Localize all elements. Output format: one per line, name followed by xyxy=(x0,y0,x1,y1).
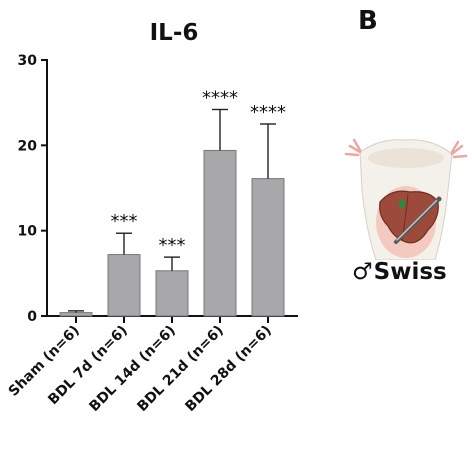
category-labels: Sham (n=6)BDL 7d (n=6)BDL 14d (n=6)BDL 2… xyxy=(6,323,275,415)
significance-label: *** xyxy=(111,211,138,232)
mouse-liver-illustration xyxy=(344,138,468,260)
chart-title: IL-6 xyxy=(150,20,199,46)
ligature-icon xyxy=(394,198,440,244)
significance-label: *** xyxy=(159,235,186,256)
bars xyxy=(59,149,285,317)
bar xyxy=(59,312,93,317)
bar xyxy=(251,178,285,317)
y-tick-label: 10 xyxy=(18,224,38,240)
significance-labels: ************** xyxy=(111,87,287,256)
bar xyxy=(107,254,141,317)
y-tick-label: 20 xyxy=(18,138,38,154)
left-paw-icon xyxy=(344,138,362,157)
x-axis xyxy=(41,315,298,323)
category-label: BDL 14d (n=6) xyxy=(86,323,178,415)
bar xyxy=(203,149,237,317)
male-symbol-icon: ♂ xyxy=(352,259,373,285)
y-tick-label: 0 xyxy=(27,309,37,325)
strain-name: Swiss xyxy=(373,259,447,285)
strain-label: ♂Swiss xyxy=(352,259,447,285)
y-axis: 0 10 20 30 xyxy=(18,53,48,325)
right-paw-icon xyxy=(450,140,468,159)
skin-shadow xyxy=(368,148,444,168)
ligature-tip xyxy=(436,196,442,202)
error-bars xyxy=(68,108,276,313)
y-tick-label: 30 xyxy=(18,53,38,69)
significance-label: **** xyxy=(202,87,238,108)
liver-icon xyxy=(379,190,439,244)
category-label: BDL 21d (n=6) xyxy=(134,323,226,415)
ligature-highlight xyxy=(396,199,438,241)
panel-label: B xyxy=(358,6,378,36)
significance-label: **** xyxy=(250,102,286,123)
gallbladder-icon xyxy=(399,199,405,209)
bar xyxy=(155,270,189,317)
category-label: BDL 28d (n=6) xyxy=(182,323,274,415)
